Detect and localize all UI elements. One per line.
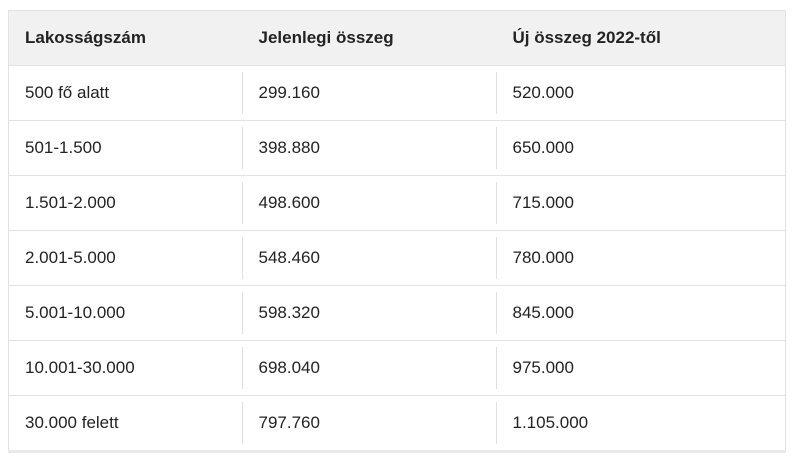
cell-population: 5.001-10.000 [8,285,243,341]
cell-population: 30.000 felett [8,395,243,452]
cell-new-amount: 780.000 [495,230,786,286]
cell-new-amount: 975.000 [495,340,786,396]
table-container: Lakosságszám Jelenlegi összeg Új összeg … [8,10,786,453]
cell-population: 1.501-2.000 [8,175,243,231]
table-row: 1.501-2.000 498.600 715.000 [8,175,786,231]
cell-new-amount: 845.000 [495,285,786,341]
cell-new-amount: 1.105.000 [495,395,786,452]
cell-current-amount: 299.160 [241,65,497,121]
table-row: 10.001-30.000 698.040 975.000 [8,340,786,396]
cell-current-amount: 698.040 [241,340,497,396]
table-row: 501-1.500 398.880 650.000 [8,120,786,176]
cell-current-amount: 498.600 [241,175,497,231]
column-header-new-amount-2022: Új összeg 2022-től [496,10,786,66]
cell-population: 500 fő alatt [8,65,243,121]
cell-new-amount: 520.000 [495,65,786,121]
table-row: 30.000 felett 797.760 1.105.000 [8,395,786,452]
cell-current-amount: 548.460 [241,230,497,286]
cell-current-amount: 797.760 [241,395,497,452]
table-row: 2.001-5.000 548.460 780.000 [8,230,786,286]
column-header-population: Lakosságszám [8,10,243,66]
cell-new-amount: 715.000 [495,175,786,231]
cell-new-amount: 650.000 [495,120,786,176]
cell-current-amount: 598.320 [241,285,497,341]
cell-population: 10.001-30.000 [8,340,243,396]
table-header-row: Lakosságszám Jelenlegi összeg Új összeg … [8,10,786,66]
data-table: Lakosságszám Jelenlegi összeg Új összeg … [8,10,786,453]
cell-current-amount: 398.880 [241,120,497,176]
cell-population: 2.001-5.000 [8,230,243,286]
cell-population: 501-1.500 [8,120,243,176]
table-row: 500 fő alatt 299.160 520.000 [8,65,786,121]
table-row: 5.001-10.000 598.320 845.000 [8,285,786,341]
column-header-current-amount: Jelenlegi összeg [242,10,497,66]
